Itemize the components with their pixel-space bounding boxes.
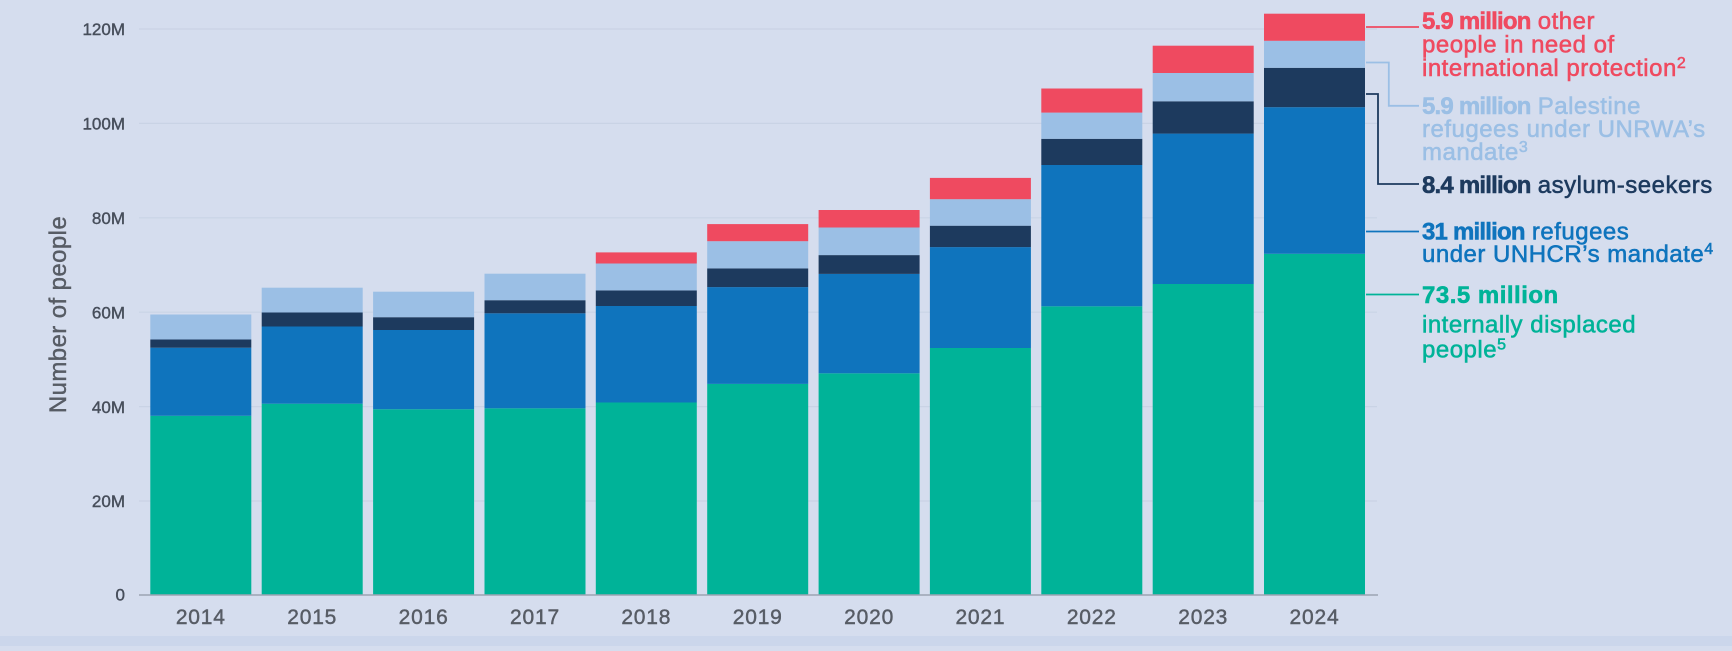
- svg-text:73.5 million: 73.5 million: [1422, 282, 1559, 309]
- svg-text:refugees under UNRWA’s: refugees under UNRWA’s: [1422, 116, 1706, 143]
- svg-text:mandate3: mandate3: [1422, 139, 1528, 166]
- svg-text:2016: 2016: [399, 606, 449, 629]
- svg-text:people in need of: people in need of: [1422, 32, 1615, 59]
- svg-text:120M: 120M: [82, 20, 125, 39]
- svg-text:8.4 million asylum-seekers: 8.4 million asylum-seekers: [1422, 172, 1713, 199]
- svg-text:2021: 2021: [955, 606, 1005, 629]
- svg-text:2019: 2019: [733, 606, 783, 629]
- svg-text:5.9 million other: 5.9 million other: [1422, 8, 1595, 35]
- svg-text:Number of people: Number of people: [45, 216, 72, 413]
- svg-text:people5: people5: [1422, 336, 1506, 363]
- svg-text:2015: 2015: [287, 606, 337, 629]
- svg-text:100M: 100M: [82, 115, 125, 134]
- svg-text:2022: 2022: [1067, 606, 1117, 629]
- svg-text:internally displaced: internally displaced: [1422, 312, 1636, 339]
- svg-text:international protection2: international protection2: [1422, 55, 1686, 82]
- svg-text:under UNHCR’s mandate4: under UNHCR’s mandate4: [1422, 241, 1714, 268]
- svg-text:0: 0: [116, 586, 125, 605]
- svg-text:2014: 2014: [176, 606, 226, 629]
- svg-text:2018: 2018: [621, 606, 671, 629]
- svg-text:2023: 2023: [1178, 606, 1228, 629]
- svg-text:80M: 80M: [92, 209, 125, 228]
- svg-text:2024: 2024: [1290, 606, 1340, 629]
- svg-text:5.9 million Palestine: 5.9 million Palestine: [1422, 93, 1641, 120]
- svg-text:20M: 20M: [92, 492, 125, 511]
- svg-text:2017: 2017: [510, 606, 560, 629]
- svg-text:31 million refugees: 31 million refugees: [1422, 219, 1629, 246]
- svg-text:2020: 2020: [844, 606, 894, 629]
- svg-text:60M: 60M: [92, 303, 125, 322]
- svg-text:40M: 40M: [92, 398, 125, 417]
